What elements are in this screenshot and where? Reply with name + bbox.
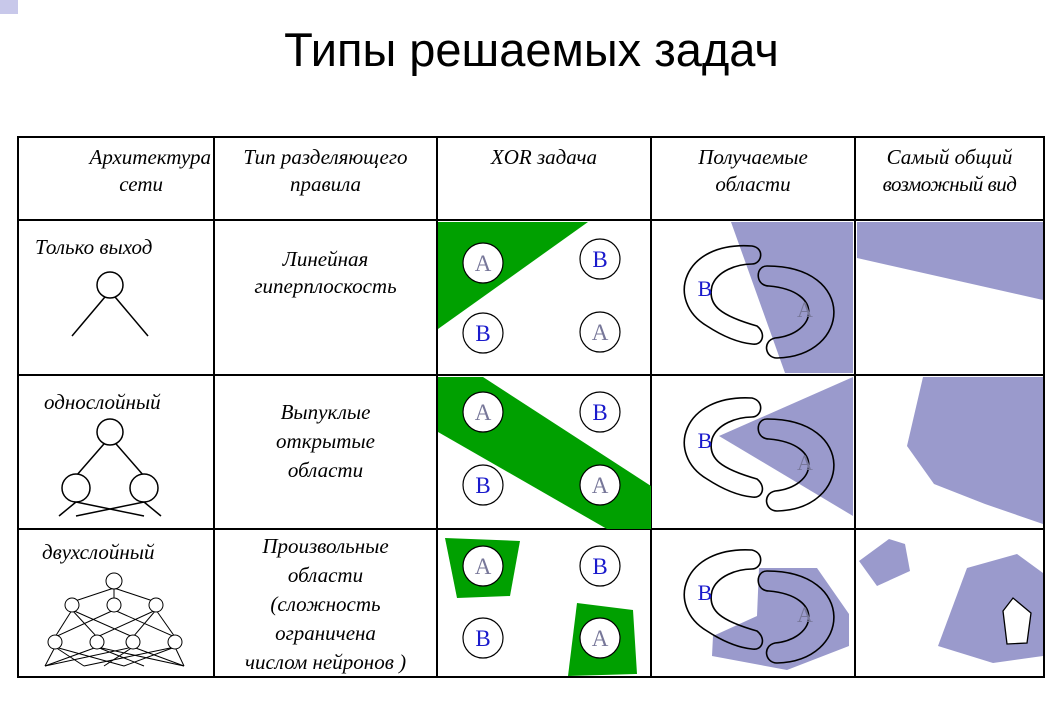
xor-label-b: B — [475, 626, 490, 651]
network-output-only-diagram — [71, 271, 149, 337]
rule-arbitrary-line5: числом нейронов ) — [244, 650, 407, 674]
xor-label-b: B — [475, 473, 490, 498]
moon-shape-b — [683, 397, 764, 498]
xor-label-a: A — [592, 626, 609, 651]
xor-point-a — [462, 242, 504, 284]
rule-convex-line3: области — [287, 458, 364, 482]
network-two-layer-diagram — [44, 572, 185, 667]
header-architecture-line2: сети — [119, 172, 163, 196]
row-arch-two-layer: двухслойный — [42, 540, 155, 564]
table-grid — [17, 136, 1045, 678]
header-general-form: Самый общий возможный вид — [855, 144, 1044, 198]
xor-label-b: B — [475, 321, 490, 346]
header-architecture-line1: Архитектура — [89, 145, 211, 169]
header-regions: Получаемые области — [651, 144, 855, 198]
xor-point-a — [462, 545, 504, 587]
header-architecture: Архитектура сети — [17, 144, 211, 198]
xor-point-b — [579, 545, 621, 587]
rule-linear-line2: гиперплоскость — [254, 274, 397, 298]
regions-linear-panel: B A — [683, 222, 853, 373]
xor-point-a — [579, 464, 621, 506]
moon-shape-a — [757, 418, 835, 512]
region-label-b: B — [698, 580, 713, 605]
rule-arbitrary: Произвольные области (сложность ограниче… — [214, 532, 437, 677]
xor-label-a: A — [475, 554, 492, 579]
header-xor: XOR задача — [490, 145, 598, 169]
header-general-line2: возможный вид — [882, 172, 1017, 196]
moon-shape-b — [683, 245, 764, 345]
region-label-a: A — [797, 602, 813, 627]
rule-linear: Линейная гиперплоскость — [214, 246, 437, 300]
xor-point-a — [579, 311, 621, 353]
header-rule-line2: правила — [289, 172, 362, 196]
rule-convex-line1: Выпуклые — [280, 400, 371, 424]
rule-arbitrary-line3: (сложность — [270, 592, 381, 616]
header-rule-line1: Тип разделяющего — [243, 145, 408, 169]
xor-point-b — [579, 391, 621, 433]
moon-shape-a — [757, 265, 835, 359]
rule-arbitrary-line1: Произвольные — [262, 534, 389, 558]
general-convex-region — [907, 377, 1043, 524]
xor-point-b — [462, 464, 504, 506]
header-regions-line1: Получаемые — [698, 145, 808, 169]
rule-arbitrary-line2: области — [287, 563, 364, 587]
general-arbitrary-regions — [859, 539, 1043, 663]
xor-label-b: B — [592, 400, 607, 425]
region-label-a: A — [797, 450, 813, 475]
xor-label-a: A — [475, 400, 492, 425]
general-halfplane-region — [857, 222, 1043, 300]
network-single-layer-diagram — [58, 418, 162, 517]
xor-point-b — [462, 312, 504, 354]
xor-point-b — [579, 238, 621, 280]
rule-convex: Выпуклые открытые области — [214, 398, 437, 485]
row-arch-output-only: Только выход — [35, 235, 153, 259]
moon-shape-a — [757, 570, 835, 664]
xor-label-a: A — [592, 473, 609, 498]
slide-corner-decoration — [0, 0, 18, 14]
xor-convex-panel: A B B A — [438, 377, 651, 529]
regions-convex-panel: B A — [683, 377, 853, 516]
rule-convex-line2: открытые — [276, 429, 375, 453]
xor-arbitrary-panel: A B B A — [445, 538, 637, 676]
header-rule-type: Тип разделяющего правила — [214, 144, 437, 198]
slide-title: Типы решаемых задач — [284, 23, 779, 76]
row-arch-single-layer: однослойный — [44, 390, 161, 414]
xor-point-a — [579, 617, 621, 659]
regions-arbitrary-panel: B A — [683, 549, 849, 670]
rule-arbitrary-line4: ограничена — [275, 621, 376, 645]
xor-point-b — [462, 617, 504, 659]
region-label-a: A — [797, 297, 813, 322]
xor-label-a: A — [475, 251, 492, 276]
xor-label-a: A — [592, 320, 609, 345]
table-graphics: A B B A A B B A — [17, 136, 1045, 678]
xor-point-a — [462, 391, 504, 433]
xor-label-b: B — [592, 554, 607, 579]
header-general-line1: Самый общий — [886, 145, 1013, 169]
region-label-b: B — [698, 276, 713, 301]
xor-linear-panel: A B B A — [438, 222, 621, 354]
rule-linear-line1: Линейная — [282, 247, 369, 271]
xor-label-b: B — [592, 247, 607, 272]
header-regions-line2: области — [715, 172, 791, 196]
region-label-b: B — [698, 428, 713, 453]
moon-shape-b — [683, 549, 764, 650]
